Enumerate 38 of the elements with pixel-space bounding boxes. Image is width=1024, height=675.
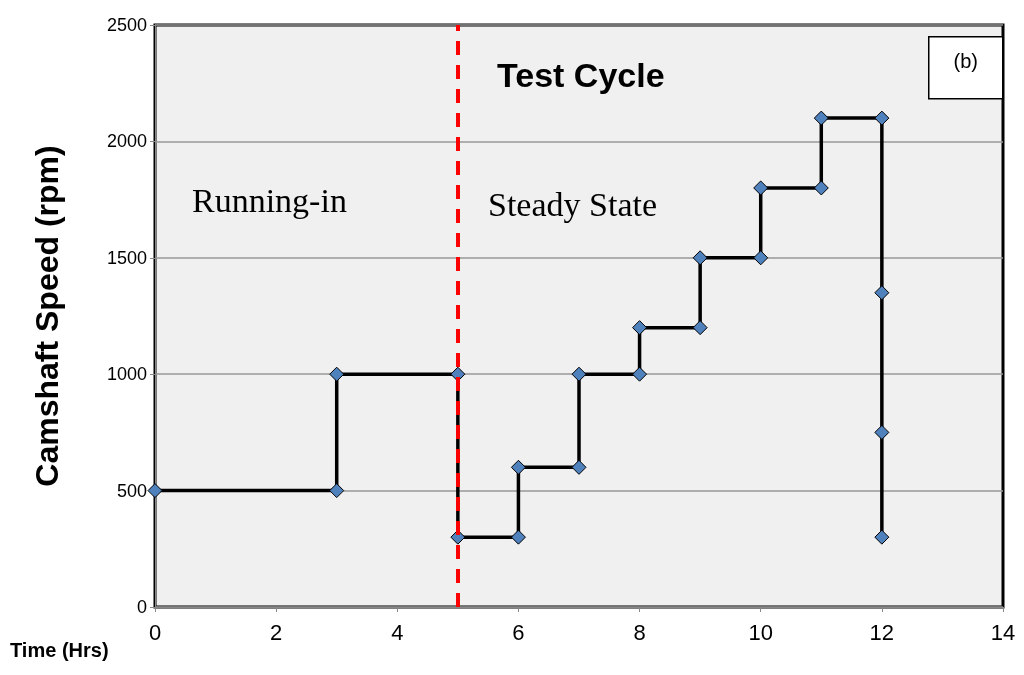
point xyxy=(571,366,587,382)
y-tick-label: 2000 xyxy=(106,131,147,152)
y-tick-label: 1000 xyxy=(106,364,147,385)
x-tick-label: 4 xyxy=(391,619,404,645)
annotation: Steady State xyxy=(488,185,658,223)
x-tick-label: 8 xyxy=(633,619,646,645)
y-tick-label: 500 xyxy=(116,480,147,501)
y-axis-title: Camshaft Speed (rpm) xyxy=(29,145,65,487)
point xyxy=(692,320,708,336)
point xyxy=(510,529,526,545)
point xyxy=(813,180,829,196)
point xyxy=(632,366,648,382)
x-tick-label: 14 xyxy=(990,619,1016,645)
point xyxy=(813,110,829,126)
point xyxy=(874,529,890,545)
point xyxy=(510,459,526,475)
point xyxy=(753,250,769,266)
x-tick-label: 2 xyxy=(270,619,283,645)
x-tick-label: 10 xyxy=(748,619,773,645)
point xyxy=(874,285,890,301)
y-tick-label: 0 xyxy=(136,597,147,617)
x-tick-label: 12 xyxy=(869,619,895,645)
point xyxy=(571,459,587,475)
point xyxy=(147,483,163,499)
y-tick-label: 1500 xyxy=(106,247,147,268)
point xyxy=(874,424,890,440)
text: Test Cycle xyxy=(497,56,665,94)
annotation: Running-in xyxy=(192,181,347,219)
y-tick-label: 2500 xyxy=(106,15,147,35)
point xyxy=(329,366,345,382)
x-axis-title: Time (Hrs) xyxy=(10,639,109,661)
point xyxy=(692,250,708,266)
point xyxy=(874,110,890,126)
annotation: (b) xyxy=(953,49,978,72)
point xyxy=(329,483,345,499)
point xyxy=(632,320,648,336)
point xyxy=(753,180,769,196)
x-tick-label: 6 xyxy=(512,619,525,645)
